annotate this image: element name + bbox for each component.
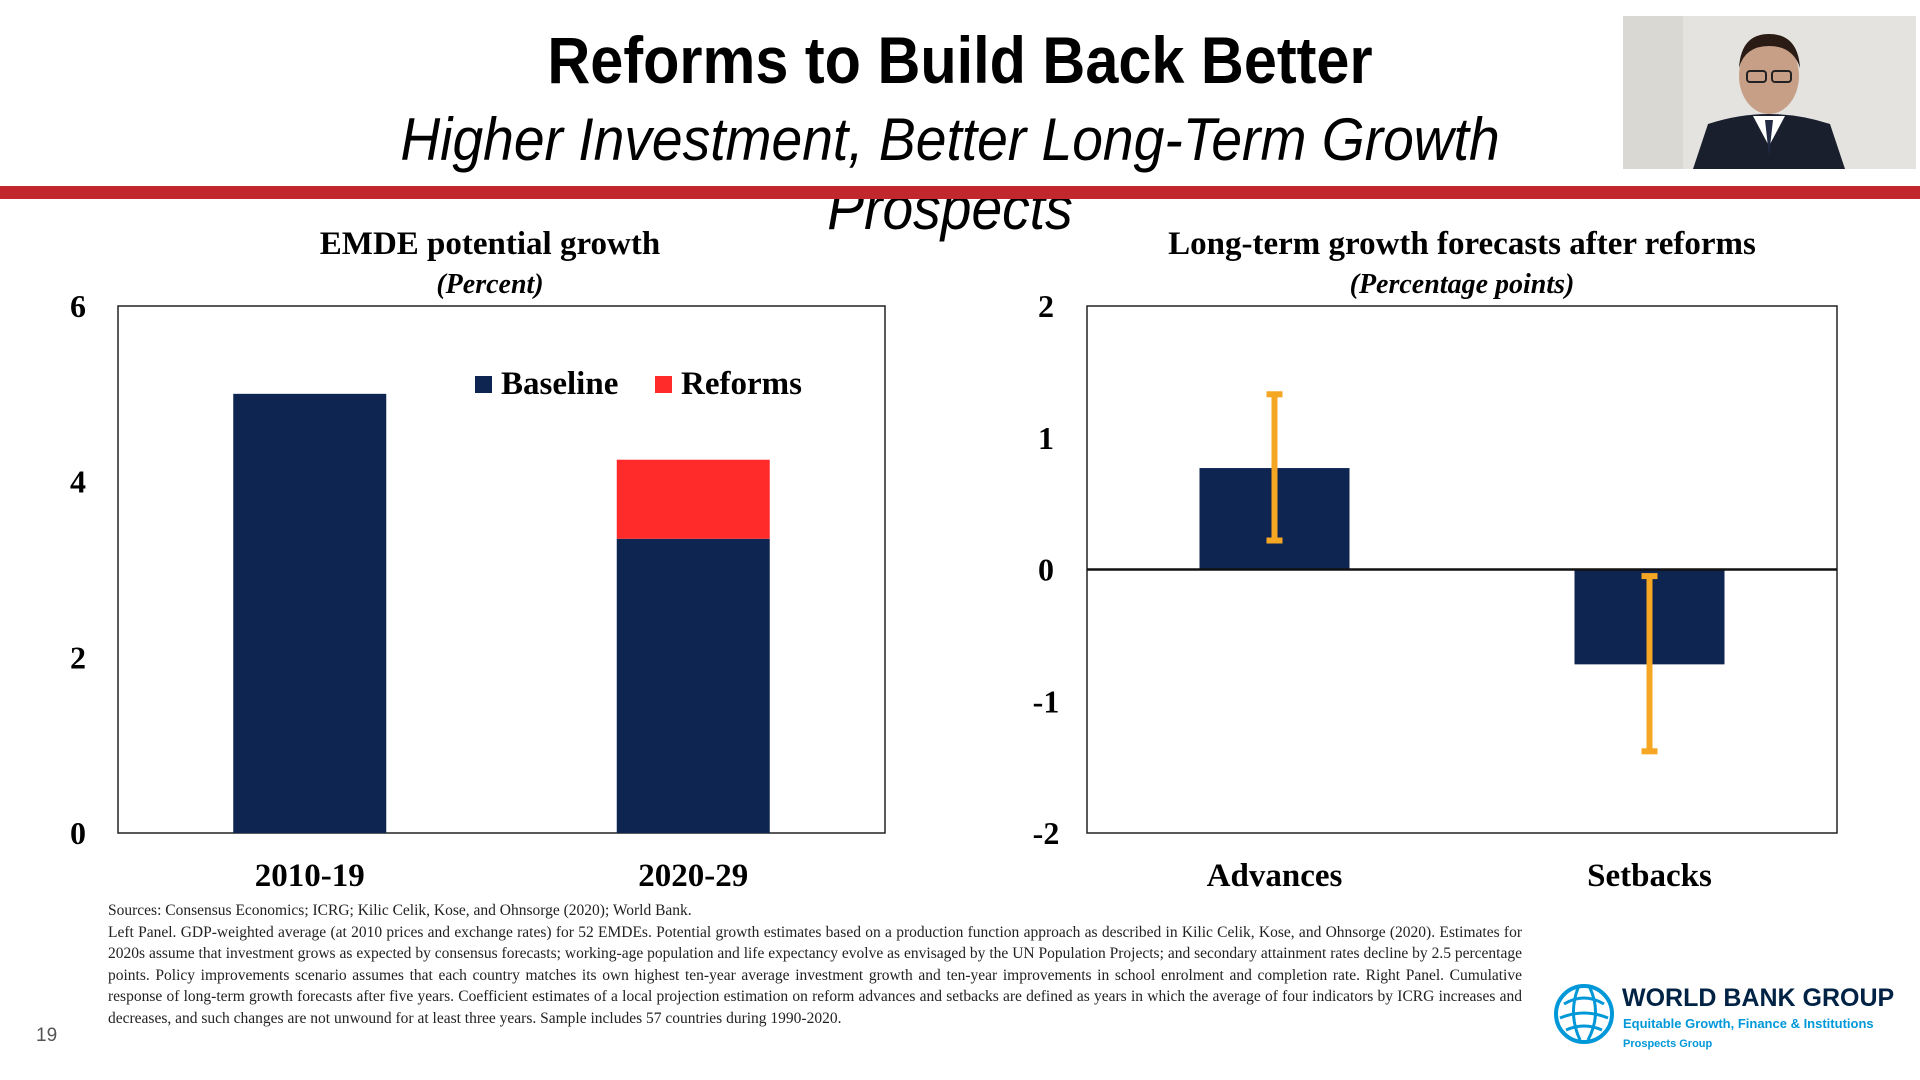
title-underline [0, 186, 1920, 199]
right-ytick-label: -2 [1033, 815, 1060, 851]
right-xtick-label: Advances [1207, 858, 1343, 894]
left-ytick-label: 4 [70, 464, 86, 500]
bar-baseline-2010-19 [233, 393, 387, 833]
logo-title: WORLD BANK GROUP [1622, 984, 1895, 1012]
footnote: Sources: Consensus Economics; ICRG; Kili… [108, 900, 1522, 1029]
left-xtick-label: 2020-29 [638, 858, 748, 894]
left-xtick-label: 2010-19 [255, 858, 365, 894]
right-ytick-label: 0 [1038, 552, 1054, 588]
left-ytick-label: 6 [70, 288, 86, 324]
bar-baseline-2020-29 [616, 538, 770, 833]
logo-line3: Prospects Group [1623, 1038, 1713, 1050]
page-number: 19 [36, 1025, 58, 1046]
right-chart-subtitle: (Percentage points) [1350, 269, 1575, 300]
presenter-video [1623, 16, 1916, 169]
left-plot-frame [117, 305, 886, 834]
right-xtick-label: Setbacks [1587, 858, 1712, 894]
legend-label-reforms: Reforms [681, 366, 802, 402]
legend-swatch-reforms [655, 376, 672, 393]
footnote-body: Left Panel. GDP-weighted average (at 201… [108, 923, 1522, 1027]
left-ytick-label: 0 [70, 815, 86, 851]
legend-swatch-baseline [475, 376, 492, 393]
left-chart-title: EMDE potential growth [320, 226, 660, 262]
footnote-sources: Sources: Consensus Economics; ICRG; Kili… [108, 902, 692, 919]
left-legend: Baseline Reforms [475, 366, 802, 402]
globe-icon [1554, 984, 1614, 1044]
logo-line2: Equitable Growth, Finance & Institutions [1623, 1016, 1874, 1031]
left-chart-subtitle: (Percent) [436, 269, 543, 300]
right-ytick-label: 1 [1038, 420, 1054, 456]
bar-reforms-2020-29 [616, 459, 770, 539]
presenter-figure [1623, 16, 1916, 169]
slide-subtitle: Higher Investment, Better Long-Term Grow… [400, 106, 1500, 242]
right-ytick-label: -1 [1033, 683, 1060, 719]
right-ytick-label: 2 [1038, 288, 1054, 324]
legend-label-baseline: Baseline [501, 366, 618, 402]
world-bank-logo: WORLD BANK GROUP Equitable Growth, Finan… [1552, 980, 1895, 1050]
left-ytick-label: 2 [70, 639, 86, 675]
slide-title: Reforms to Build Back Better [547, 23, 1373, 97]
right-chart-title: Long-term growth forecasts after reforms [1168, 226, 1756, 262]
